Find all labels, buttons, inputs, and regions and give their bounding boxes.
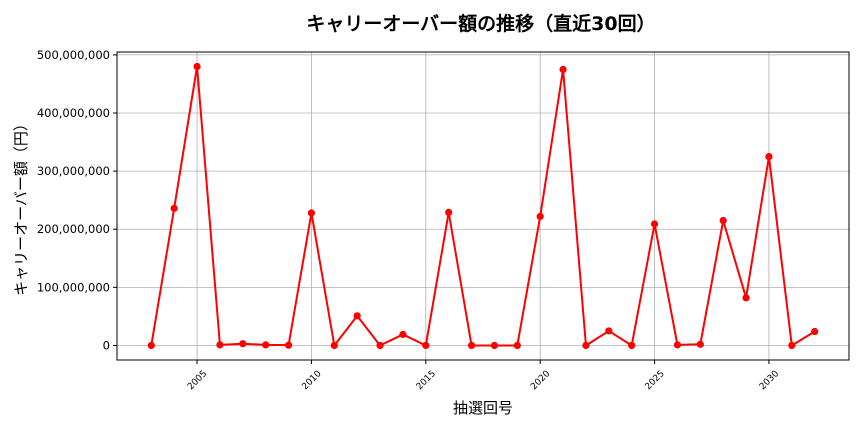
grid [117, 52, 849, 360]
data-point [490, 341, 499, 350]
x-tick-label: 2010 [300, 369, 323, 392]
data-point [788, 341, 796, 350]
y-tick-label: 400,000,000 [37, 106, 110, 120]
data-point [422, 341, 430, 350]
data-point [582, 341, 590, 350]
data-point [330, 341, 338, 350]
data-point [742, 294, 750, 302]
x-tick-label: 2030 [758, 369, 781, 392]
y-tick-label: 500,000,000 [37, 48, 110, 62]
x-axis-label: 抽選回号 [453, 399, 513, 417]
data-point [628, 341, 636, 350]
data-point [399, 330, 407, 339]
data-point [239, 340, 247, 348]
y-axis-label: キャリーオーバー額（円） [12, 116, 30, 296]
data-point [147, 341, 155, 350]
x-axis: 2005 2010 2015 2020 2025 2030 [186, 360, 781, 392]
chart-title: キャリーオーバー額の推移（直近30回） [306, 12, 655, 35]
data-point [284, 341, 293, 349]
data-point [193, 62, 201, 71]
data-point [719, 216, 727, 225]
data-point [376, 341, 384, 350]
data-point [262, 341, 270, 349]
data-point [605, 327, 613, 335]
y-tick-label: 300,000,000 [37, 164, 110, 178]
y-tick-label: 0 [103, 338, 110, 352]
data-point [765, 153, 773, 161]
y-tick-label: 200,000,000 [37, 222, 110, 236]
plot-frame [116, 51, 850, 361]
x-tick-label: 2005 [186, 369, 209, 392]
data-point [216, 341, 224, 349]
y-tick-label: 100,000,000 [37, 280, 110, 294]
x-tick-label: 2015 [415, 369, 438, 392]
data-point [467, 341, 476, 350]
data-point [811, 327, 819, 336]
data-point [170, 204, 178, 212]
y-axis: 0 100,000,000 200,000,000 300,000,000 400,00… [37, 48, 117, 352]
data-point [673, 341, 682, 349]
data-point [536, 212, 544, 221]
data-point [307, 209, 316, 217]
x-tick-label: 2020 [529, 369, 552, 392]
series-line [150, 65, 816, 347]
data-point [696, 340, 704, 348]
series-layer [147, 62, 819, 350]
data-point [559, 65, 567, 74]
data-point [650, 220, 659, 228]
data-point [513, 341, 521, 350]
data-point [353, 312, 361, 320]
x-tick-label: 2025 [644, 369, 667, 392]
data-point [445, 208, 453, 216]
